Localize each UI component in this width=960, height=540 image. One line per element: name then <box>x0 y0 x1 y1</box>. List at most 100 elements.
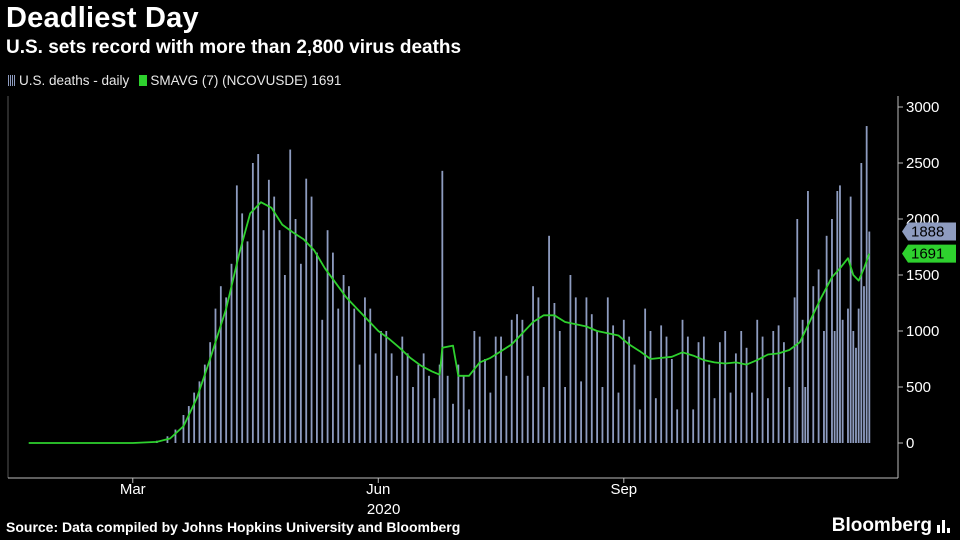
legend-bars-label: U.S. deaths - daily <box>19 73 130 88</box>
data-bar <box>457 364 460 443</box>
data-bar <box>660 325 663 443</box>
data-bar <box>198 381 201 443</box>
data-bar <box>374 353 377 443</box>
data-bar <box>315 252 318 443</box>
y-tick-label: 3000 <box>906 99 939 116</box>
chart-subtitle: U.S. sets record with more than 2,800 vi… <box>6 37 462 58</box>
data-bar <box>841 319 844 443</box>
data-bar <box>337 308 340 443</box>
data-bar <box>756 319 759 443</box>
data-bar <box>225 297 228 443</box>
data-bar <box>553 303 556 443</box>
data-bar <box>203 364 206 443</box>
data-bar <box>428 375 430 443</box>
data-bar <box>831 219 833 443</box>
data-bar <box>697 342 700 443</box>
data-bar <box>532 286 534 443</box>
data-bar <box>364 297 366 443</box>
data-bar <box>590 314 593 443</box>
data-bar <box>380 331 382 443</box>
data-bar <box>564 387 566 443</box>
data-bar <box>718 342 721 443</box>
y-tick-label: 1000 <box>906 323 939 340</box>
data-bar <box>852 331 855 443</box>
data-bar <box>294 219 297 443</box>
data-bar <box>644 308 647 443</box>
brand-name: Bloomberg <box>831 515 932 536</box>
data-bar <box>751 392 753 443</box>
data-bar <box>246 241 249 443</box>
data-bar <box>601 387 604 443</box>
data-bar <box>855 347 857 443</box>
y-tick-label: 2500 <box>906 155 939 172</box>
y-tick-label: 0 <box>906 435 914 452</box>
data-bar <box>617 392 620 443</box>
data-bar <box>462 375 465 443</box>
data-bar <box>692 409 695 443</box>
data-bar <box>713 398 716 443</box>
data-bar <box>734 353 737 443</box>
data-bar <box>825 235 828 443</box>
data-bar <box>767 398 769 443</box>
data-bar <box>214 308 217 443</box>
data-bar <box>494 336 497 443</box>
data-bar <box>772 331 775 443</box>
data-bar <box>686 336 689 443</box>
data-bar <box>580 381 583 443</box>
smavg-line <box>28 201 871 444</box>
data-bar <box>558 331 561 443</box>
data-bar <box>452 403 454 443</box>
data-bar <box>251 163 254 443</box>
brand-logo: Bloomberg <box>832 515 950 537</box>
data-bar <box>761 336 764 443</box>
data-bar <box>193 392 196 443</box>
legend-bars-swatch <box>8 75 15 86</box>
data-bar <box>187 406 190 443</box>
data-bar <box>788 387 791 443</box>
data-bar <box>665 336 668 443</box>
last-bar-value-badge-shape <box>902 222 956 241</box>
data-bar <box>628 336 631 443</box>
data-bar <box>823 331 825 443</box>
data-bar <box>446 375 449 443</box>
data-bar <box>332 252 334 443</box>
x-axis-year-label: 2020 <box>367 501 400 518</box>
data-bar <box>406 353 409 443</box>
y-tick-label: 500 <box>906 379 931 396</box>
data-bar <box>473 331 476 443</box>
data-bar <box>182 415 185 443</box>
data-bar <box>484 359 486 443</box>
chart-title: Deadliest Day <box>6 2 199 34</box>
data-bar <box>585 297 588 443</box>
data-bar <box>801 319 804 443</box>
data-bar <box>542 387 545 443</box>
data-bar <box>385 331 388 443</box>
data-bar <box>670 359 673 443</box>
data-bar <box>817 269 820 443</box>
x-tick-label: Jun <box>366 481 390 498</box>
last-line-value-badge-shape <box>902 244 956 263</box>
data-bar <box>724 331 727 443</box>
x-tick-label: Mar <box>120 481 146 498</box>
data-bar <box>422 353 425 443</box>
source-note: Source: Data compiled by Johns Hopkins U… <box>6 519 461 535</box>
data-bar <box>839 185 841 443</box>
data-bar <box>868 231 871 443</box>
data-bar <box>396 375 398 443</box>
data-bar <box>174 429 177 443</box>
last-bar-value-badge-label: 1888 <box>911 224 944 241</box>
data-bar <box>401 336 404 443</box>
data-bar <box>273 196 276 443</box>
data-bar <box>574 297 577 443</box>
data-bar <box>548 235 550 443</box>
data-bar <box>489 392 492 443</box>
legend-line-swatch <box>139 75 148 86</box>
data-bar <box>326 230 329 443</box>
last-line-value-badge-label: 1691 <box>911 246 944 263</box>
data-bar <box>262 230 265 443</box>
data-bar <box>783 342 785 443</box>
data-bar <box>310 196 313 443</box>
data-bar <box>267 179 270 444</box>
data-bar <box>348 286 350 443</box>
data-bar <box>865 126 868 443</box>
